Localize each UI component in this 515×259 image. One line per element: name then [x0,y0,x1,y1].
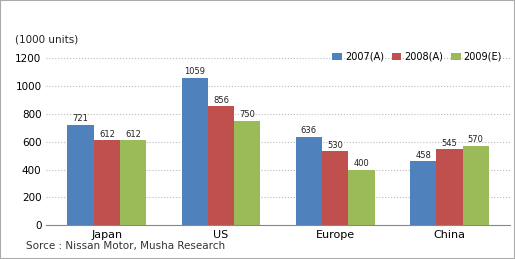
Bar [234,121,261,225]
Text: 545: 545 [441,139,457,148]
Legend: 2007(A), 2008(A), 2009(E): 2007(A), 2008(A), 2009(E) [330,49,505,65]
Text: 856: 856 [213,96,229,105]
Bar [462,146,489,225]
Text: 458: 458 [415,151,431,160]
Text: Sorce : Nissan Motor, Musha Research: Sorce : Nissan Motor, Musha Research [26,241,225,251]
Bar [182,78,208,225]
Text: 400: 400 [354,159,369,168]
Bar [67,125,94,225]
Text: 530: 530 [327,141,343,150]
Bar [208,106,234,225]
Bar [348,170,374,225]
Text: Figure 3:  Nissan Motor Sales by Region: Figure 3: Nissan Motor Sales by Region [6,10,286,23]
Text: 612: 612 [99,130,115,139]
Bar [410,161,436,225]
Bar [436,149,462,225]
Text: 612: 612 [125,130,141,139]
Text: (1000 units): (1000 units) [15,35,79,45]
Bar [120,140,146,225]
Bar [322,152,348,225]
Text: 636: 636 [301,126,317,135]
Bar [94,140,120,225]
Text: 1059: 1059 [184,67,205,76]
Text: 570: 570 [468,135,484,145]
Bar [296,137,322,225]
Text: 750: 750 [239,110,255,119]
Text: 721: 721 [73,114,89,123]
